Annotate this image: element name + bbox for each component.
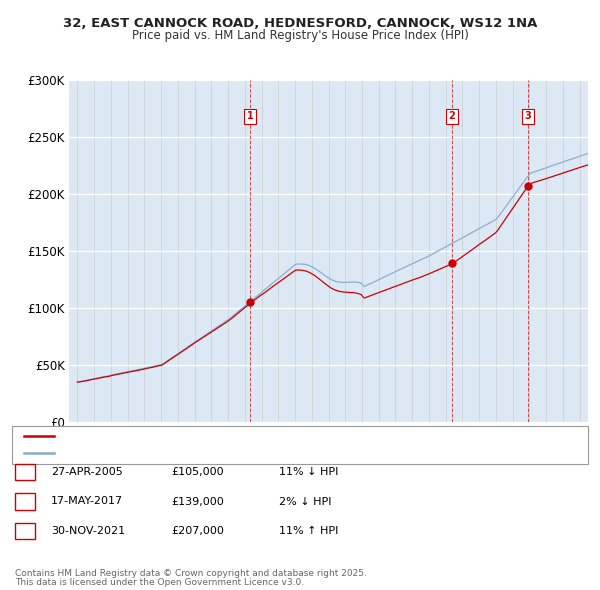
Text: Contains HM Land Registry data © Crown copyright and database right 2025.: Contains HM Land Registry data © Crown c… — [15, 569, 367, 578]
Text: 2: 2 — [21, 495, 29, 508]
Text: 11% ↑ HPI: 11% ↑ HPI — [279, 526, 338, 536]
Text: 3: 3 — [21, 525, 29, 537]
Text: 2: 2 — [449, 111, 455, 121]
Text: This data is licensed under the Open Government Licence v3.0.: This data is licensed under the Open Gov… — [15, 578, 304, 588]
Text: 32, EAST CANNOCK ROAD, HEDNESFORD, CANNOCK, WS12 1NA (semi-detached house): 32, EAST CANNOCK ROAD, HEDNESFORD, CANNO… — [60, 431, 491, 441]
Text: 27-APR-2005: 27-APR-2005 — [51, 467, 123, 477]
Text: 17-MAY-2017: 17-MAY-2017 — [51, 497, 123, 506]
Text: HPI: Average price, semi-detached house, Cannock Chase: HPI: Average price, semi-detached house,… — [60, 448, 343, 457]
Text: 1: 1 — [247, 111, 254, 121]
Text: 3: 3 — [524, 111, 532, 121]
Text: 11% ↓ HPI: 11% ↓ HPI — [279, 467, 338, 477]
Text: £139,000: £139,000 — [171, 497, 224, 506]
Text: 32, EAST CANNOCK ROAD, HEDNESFORD, CANNOCK, WS12 1NA: 32, EAST CANNOCK ROAD, HEDNESFORD, CANNO… — [63, 17, 537, 30]
Text: £207,000: £207,000 — [171, 526, 224, 536]
Text: 1: 1 — [21, 466, 29, 478]
Text: Price paid vs. HM Land Registry's House Price Index (HPI): Price paid vs. HM Land Registry's House … — [131, 30, 469, 42]
Text: £105,000: £105,000 — [171, 467, 224, 477]
Text: 2% ↓ HPI: 2% ↓ HPI — [279, 497, 331, 506]
Text: 30-NOV-2021: 30-NOV-2021 — [51, 526, 125, 536]
